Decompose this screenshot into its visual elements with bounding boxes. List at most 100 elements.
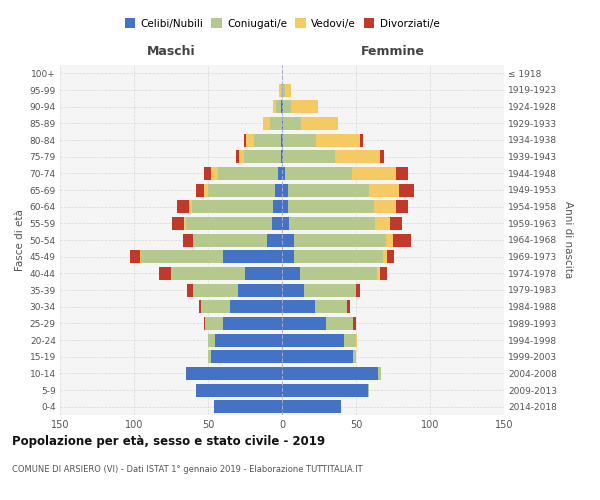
Bar	[247, 134, 254, 146]
Bar	[193, 284, 238, 296]
Bar	[214, 400, 282, 413]
Bar	[282, 134, 283, 146]
Text: COMUNE DI ARSIERO (VI) - Dati ISTAT 1° gennaio 2019 - Elaborazione TUTTITALIA.IT: COMUNE DI ARSIERO (VI) - Dati ISTAT 1° g…	[12, 465, 362, 474]
Bar	[282, 200, 288, 213]
Bar	[192, 200, 273, 213]
Bar	[282, 150, 283, 163]
Bar	[347, 300, 350, 313]
Bar	[386, 234, 393, 246]
Bar	[279, 84, 281, 96]
Bar	[294, 250, 383, 263]
Bar	[361, 134, 364, 146]
Bar	[316, 134, 361, 146]
Bar	[275, 184, 282, 196]
Bar	[352, 167, 396, 180]
Bar	[282, 334, 344, 346]
Bar	[278, 167, 282, 180]
Bar	[294, 234, 386, 246]
Bar	[282, 217, 289, 230]
Bar	[380, 267, 387, 280]
Bar	[205, 317, 223, 330]
Bar	[283, 134, 316, 146]
Bar	[171, 267, 245, 280]
Bar	[282, 167, 285, 180]
Bar	[282, 300, 314, 313]
Bar	[208, 184, 275, 196]
Bar	[396, 167, 408, 180]
Bar	[270, 117, 282, 130]
Bar	[377, 267, 380, 280]
Bar	[283, 150, 335, 163]
Bar	[335, 150, 380, 163]
Y-axis label: Anni di nascita: Anni di nascita	[563, 202, 573, 278]
Bar	[283, 117, 301, 130]
Bar	[374, 200, 396, 213]
Bar	[399, 184, 414, 196]
Bar	[300, 267, 377, 280]
Bar	[288, 200, 374, 213]
Bar	[282, 317, 326, 330]
Bar	[223, 317, 282, 330]
Bar	[301, 117, 338, 130]
Bar	[215, 334, 282, 346]
Bar	[380, 150, 384, 163]
Bar	[199, 300, 200, 313]
Bar	[263, 117, 270, 130]
Bar	[236, 150, 239, 163]
Bar	[353, 350, 356, 363]
Bar	[186, 367, 282, 380]
Bar	[189, 200, 192, 213]
Bar	[393, 234, 411, 246]
Bar	[159, 267, 171, 280]
Bar	[291, 100, 317, 113]
Text: Femmine: Femmine	[361, 46, 425, 59]
Bar	[218, 167, 278, 180]
Bar	[211, 167, 218, 180]
Y-axis label: Fasce di età: Fasce di età	[16, 209, 25, 271]
Bar	[282, 234, 294, 246]
Bar	[203, 317, 205, 330]
Bar	[282, 184, 288, 196]
Bar	[230, 300, 282, 313]
Bar	[272, 217, 282, 230]
Bar	[281, 150, 282, 163]
Bar	[196, 384, 282, 396]
Bar	[368, 384, 370, 396]
Bar	[172, 217, 184, 230]
Bar	[326, 317, 353, 330]
Bar	[203, 184, 208, 196]
Bar	[370, 184, 399, 196]
Bar	[203, 167, 211, 180]
Bar	[383, 250, 387, 263]
Bar	[273, 200, 282, 213]
Bar	[196, 184, 203, 196]
Bar	[223, 250, 282, 263]
Bar	[282, 350, 353, 363]
Bar	[387, 250, 394, 263]
Bar	[281, 134, 282, 146]
Bar	[356, 284, 361, 296]
Bar	[183, 234, 193, 246]
Bar	[244, 150, 281, 163]
Bar	[288, 184, 370, 196]
Bar	[177, 200, 189, 213]
Bar	[254, 134, 281, 146]
Bar	[281, 100, 282, 113]
Bar	[282, 117, 283, 130]
Bar	[273, 100, 276, 113]
Bar	[244, 134, 247, 146]
Bar	[186, 217, 272, 230]
Bar	[356, 334, 358, 346]
Bar	[276, 100, 281, 113]
Bar	[140, 250, 142, 263]
Bar	[314, 300, 347, 313]
Bar	[239, 150, 244, 163]
Bar	[282, 284, 304, 296]
Bar	[187, 284, 193, 296]
Bar	[184, 217, 186, 230]
Bar	[193, 234, 267, 246]
Bar	[353, 317, 356, 330]
Bar	[285, 84, 291, 96]
Bar	[208, 334, 215, 346]
Bar	[200, 300, 230, 313]
